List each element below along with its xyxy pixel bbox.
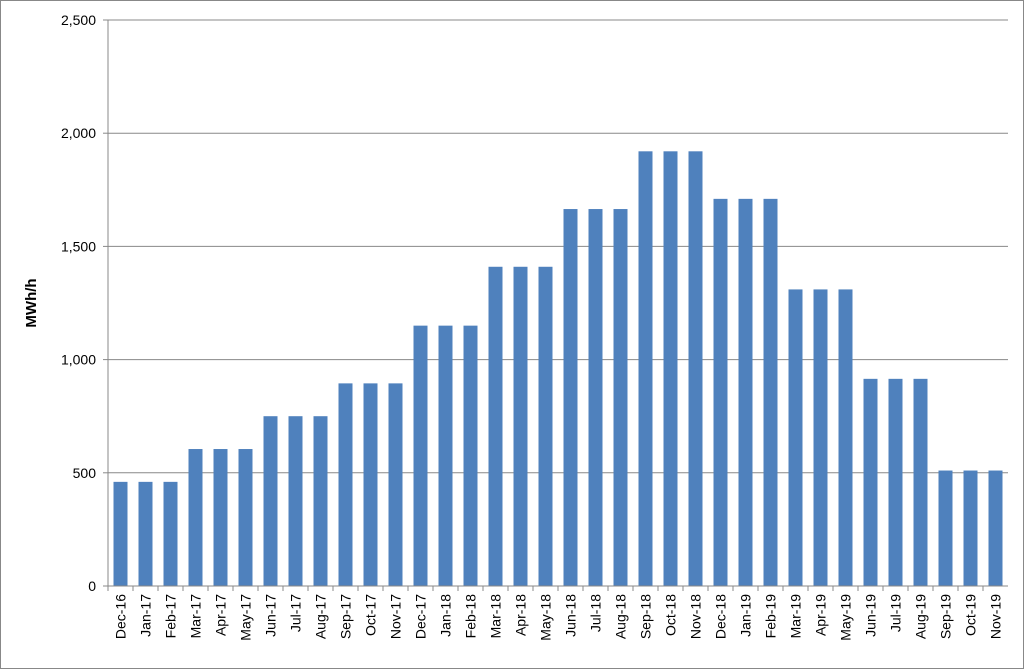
x-tick-label: Oct-17 [363,594,379,636]
bar [913,378,928,586]
x-tick-label: Mar-18 [488,594,504,639]
x-tick-label: Apr-19 [813,594,829,636]
x-tick-label: Feb-18 [463,594,479,639]
x-tick-label: Jan-17 [138,594,154,637]
x-tick-label: Apr-18 [513,594,529,636]
bar [138,481,153,586]
x-tick-label: Jan-19 [738,594,754,637]
bar [363,383,378,586]
bar [438,325,453,586]
bar [313,416,328,586]
y-tick-label: 500 [73,465,97,481]
bar [638,151,653,586]
bar [513,266,528,586]
bar [213,449,228,586]
x-tick-label: Jun-19 [863,594,879,637]
x-tick-label: May-17 [238,594,254,641]
x-tick-label: Aug-17 [313,594,329,639]
bar [238,449,253,586]
bar [263,416,278,586]
bar [888,378,903,586]
bar [613,209,628,586]
y-tick-label: 2,000 [61,125,96,141]
x-tick-label: Jun-18 [563,594,579,637]
bar [763,198,778,586]
x-tick-label: Apr-17 [213,594,229,636]
x-tick-label: Dec-17 [413,594,429,639]
x-tick-label: Jan-18 [438,594,454,637]
x-tick-label: Feb-19 [763,594,779,639]
x-tick-label: Aug-18 [613,594,629,639]
x-tick-label: Sep-17 [338,594,354,639]
y-tick-label: 1,000 [61,352,96,368]
bar [163,481,178,586]
bar [663,151,678,586]
x-tick-label: Nov-17 [388,594,404,639]
x-tick-label: Sep-18 [638,594,654,639]
x-tick-label: Mar-17 [188,594,204,639]
bar [713,198,728,586]
bar [463,325,478,586]
bar [963,470,978,586]
bar [288,416,303,586]
x-tick-label: Mar-19 [788,594,804,639]
x-tick-label: May-19 [838,594,854,641]
x-tick-label: Dec-18 [713,594,729,639]
x-tick-label: Feb-17 [163,594,179,639]
bar [563,209,578,586]
y-axis-label: MWh/h [23,278,40,327]
bar [688,151,703,586]
x-tick-label: Jun-17 [263,594,279,637]
bar [488,266,503,586]
y-tick-label: 1,500 [61,238,96,254]
x-tick-label: Aug-19 [913,594,929,639]
x-tick-label: Jul-17 [288,594,304,632]
bar [588,209,603,586]
x-tick-label: May-18 [538,594,554,641]
bar [338,383,353,586]
x-tick-label: Oct-18 [663,594,679,636]
bar [388,383,403,586]
x-tick-label: Oct-19 [963,594,979,636]
bar [838,289,853,586]
y-tick-label: 0 [88,578,96,594]
bar [813,289,828,586]
x-tick-label: Nov-19 [988,594,1004,639]
bar [113,481,128,586]
bar [738,198,753,586]
bar [538,266,553,586]
bar [413,325,428,586]
y-tick-label: 2,500 [61,12,96,28]
bar [188,449,203,586]
x-tick-label: Nov-18 [688,594,704,639]
bar [938,470,953,586]
bar [988,470,1003,586]
bar [788,289,803,586]
x-tick-label: Sep-19 [938,594,954,639]
x-tick-label: Jul-19 [888,594,904,632]
x-tick-label: Dec-16 [113,594,129,639]
bar [863,378,878,586]
x-tick-label: Jul-18 [588,594,604,632]
